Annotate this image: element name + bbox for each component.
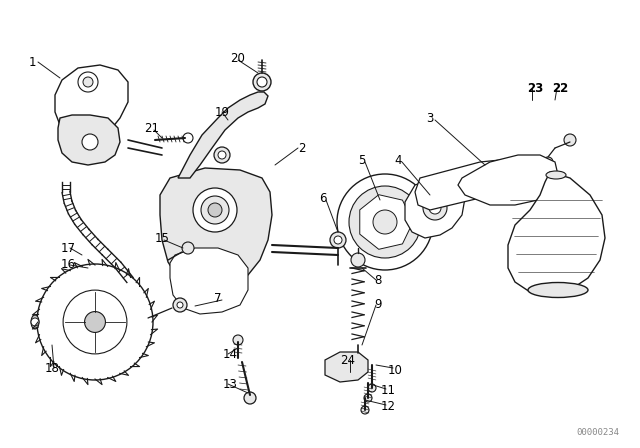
Circle shape [373,210,397,234]
Text: 10: 10 [388,363,403,376]
Circle shape [82,134,98,150]
Circle shape [84,311,106,332]
Circle shape [83,77,93,87]
Text: 5: 5 [358,154,365,167]
Text: 9: 9 [374,298,381,311]
Polygon shape [58,115,120,165]
Text: 7: 7 [214,292,221,305]
Circle shape [429,202,441,214]
Circle shape [201,196,229,224]
Text: 15: 15 [155,232,170,245]
Ellipse shape [546,171,566,179]
Circle shape [31,318,39,326]
Circle shape [78,72,98,92]
Polygon shape [405,178,465,238]
Text: 1: 1 [28,56,36,69]
Circle shape [233,335,243,345]
Text: 13: 13 [223,379,237,392]
Text: 21: 21 [145,121,159,134]
Circle shape [218,151,226,159]
Text: 12: 12 [381,400,396,413]
Circle shape [337,174,433,270]
Circle shape [208,203,222,217]
Text: 20: 20 [230,52,245,65]
Text: 8: 8 [374,273,381,287]
Circle shape [368,384,376,392]
Ellipse shape [528,283,588,297]
Circle shape [361,406,369,414]
Circle shape [244,392,256,404]
Circle shape [177,302,183,308]
Circle shape [253,73,271,91]
Circle shape [351,253,365,267]
Polygon shape [360,195,413,249]
Circle shape [364,394,372,402]
Polygon shape [458,155,558,205]
Text: 4: 4 [394,154,402,167]
Circle shape [214,147,230,163]
Circle shape [183,133,193,143]
Text: 6: 6 [319,191,327,204]
Polygon shape [508,172,605,295]
Text: 00000234: 00000234 [577,427,620,436]
Circle shape [349,186,421,258]
Circle shape [173,298,187,312]
Circle shape [564,134,576,146]
Circle shape [63,290,127,354]
Circle shape [193,188,237,232]
Polygon shape [325,352,368,382]
Text: 18: 18 [45,362,60,375]
Text: 16: 16 [61,258,76,271]
Circle shape [334,236,342,244]
Ellipse shape [31,315,39,329]
Circle shape [257,77,267,87]
Circle shape [37,264,153,380]
Polygon shape [160,168,272,290]
Polygon shape [170,248,248,314]
Circle shape [543,157,553,167]
Text: 14: 14 [223,349,237,362]
Text: 24: 24 [340,353,355,366]
Text: 17: 17 [61,241,76,254]
Text: 19: 19 [214,105,230,119]
Polygon shape [178,92,268,178]
Text: 2: 2 [298,142,306,155]
Text: 22: 22 [552,82,568,95]
Circle shape [330,232,346,248]
Circle shape [423,196,447,220]
Text: 3: 3 [426,112,434,125]
Text: 11: 11 [381,383,396,396]
Circle shape [182,242,194,254]
Polygon shape [415,158,555,210]
Text: 23: 23 [527,82,543,95]
Polygon shape [55,65,128,138]
